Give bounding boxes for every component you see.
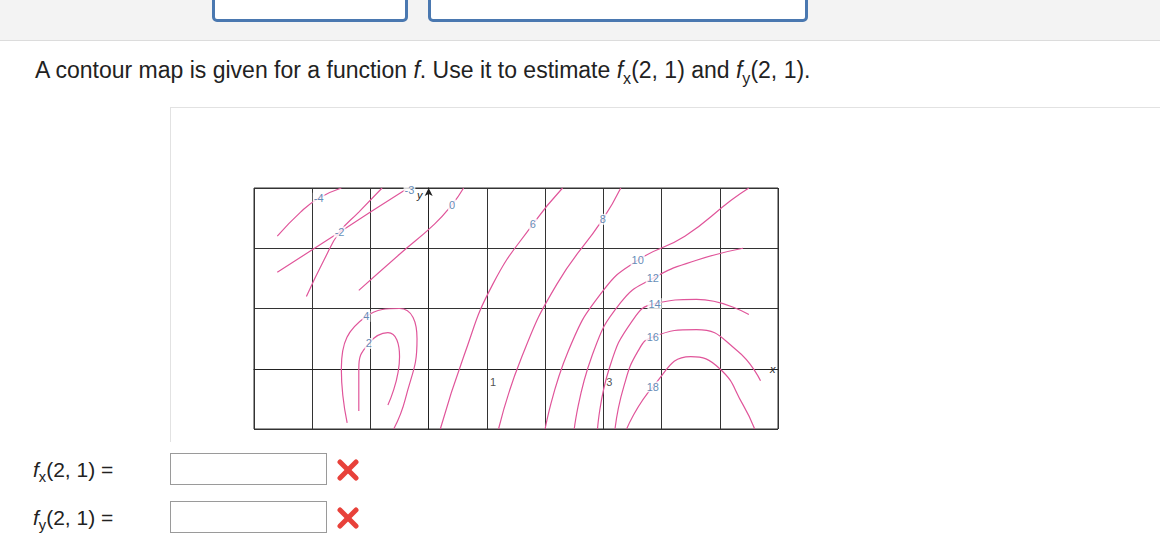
svg-text:y: y [416, 189, 424, 201]
svg-text:10: 10 [632, 254, 644, 266]
html-text:fx(2, 1) =: fx(2, 1) = [33, 458, 114, 486]
svg-text:12: 12 [647, 272, 659, 284]
svg-text:4: 4 [363, 310, 369, 322]
svg-text:8: 8 [600, 213, 606, 225]
svg-text:-3: -3 [405, 184, 415, 196]
svg-text:x: x [769, 363, 776, 375]
svg-text:2: 2 [366, 337, 372, 349]
svg-text:14: 14 [648, 298, 660, 310]
html-text:fy(2, 1) =: fy(2, 1) = [33, 506, 114, 534]
svg-text:6: 6 [530, 218, 536, 230]
svg-text:-2: -2 [335, 226, 345, 238]
svg-text:0: 0 [449, 199, 455, 211]
svg-text:3: 3 [606, 376, 612, 388]
svg-text:-4: -4 [314, 192, 324, 204]
html-text:A contour map is given for a f: A contour map is given for a function f.… [35, 57, 811, 87]
svg-text:1: 1 [490, 376, 496, 388]
svg-text:16: 16 [647, 331, 659, 343]
svg-text:18: 18 [647, 381, 659, 393]
